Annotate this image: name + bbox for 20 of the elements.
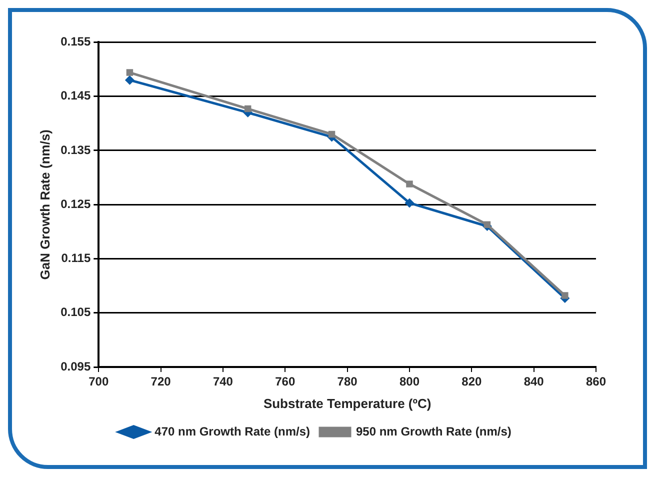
legend-label: 950 nm Growth Rate (nm/s) [356,424,512,438]
x-tick-label: 740 [212,374,234,389]
y-tick-label: 0.095 [60,359,91,374]
x-tick-label: 840 [524,374,544,389]
x-tick-label: 700 [88,374,109,389]
y-tick-label: 0.125 [60,196,91,211]
x-tick-label: 800 [399,374,420,389]
legend-label: 470 nm Growth Rate (nm/s) [154,424,310,438]
y-tick-label: 0.145 [60,88,91,103]
x-tick-label: 760 [275,374,296,389]
x-tick-label: 780 [337,374,358,389]
y-tick-label: 0.105 [60,305,91,320]
y-axis-title: GaN Growth Rate (nm/s) [37,129,52,280]
y-tick-label: 0.135 [60,142,91,157]
x-tick-label: 820 [462,374,482,389]
x-tick-label: 720 [150,374,172,389]
x-axis-title: Substrate Temperature (ºC) [263,396,432,411]
y-tick-label: 0.115 [61,251,91,266]
y-tick-label: 0.155 [60,34,91,49]
x-tick-label: 860 [586,374,606,389]
